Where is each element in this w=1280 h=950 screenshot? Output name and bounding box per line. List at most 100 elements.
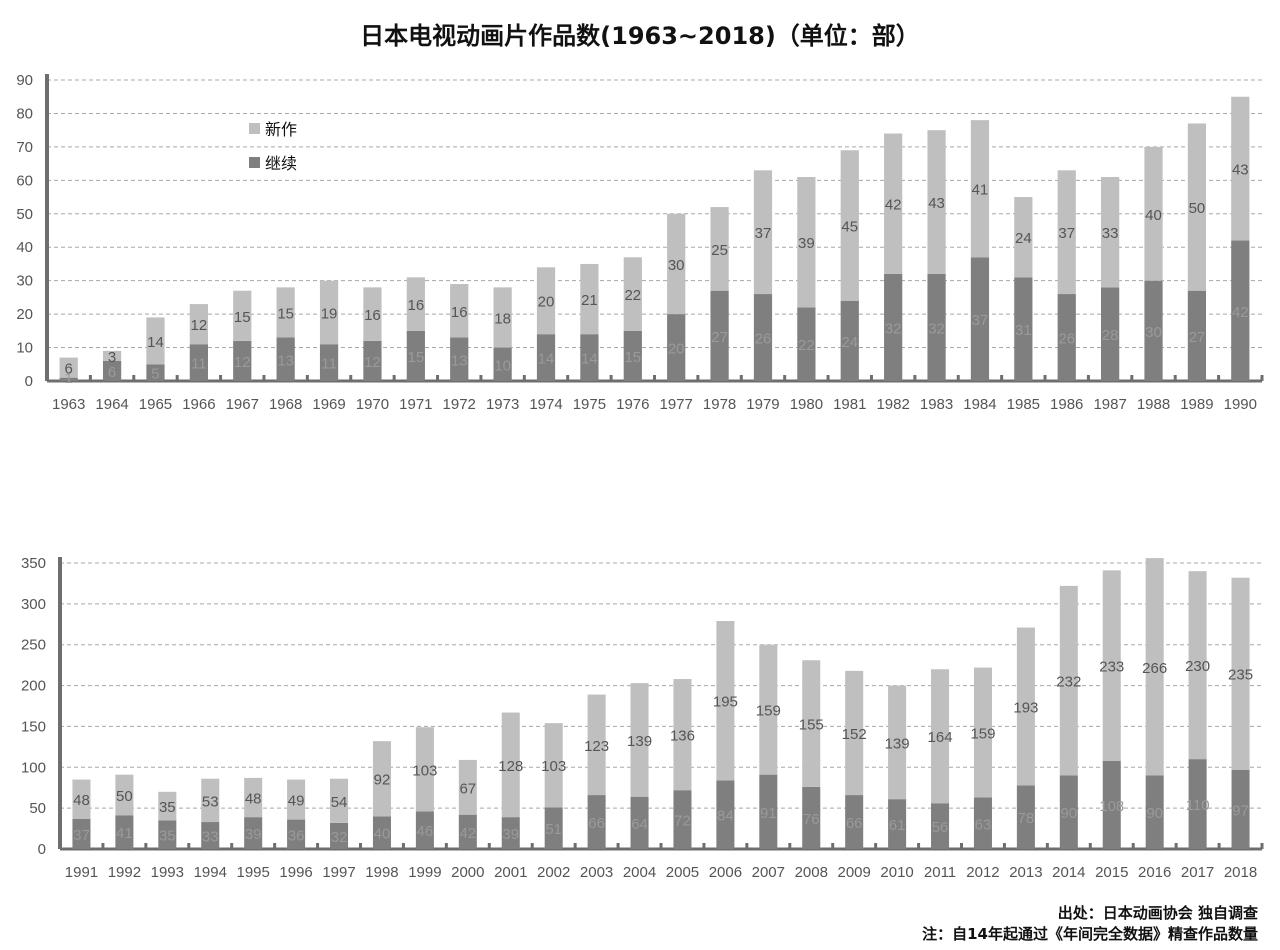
data-label-new: 54 xyxy=(331,794,348,811)
y-tick-label: 10 xyxy=(16,340,33,357)
y-tick-label: 200 xyxy=(21,678,46,695)
bar-continuing xyxy=(189,344,208,381)
bar-continuing xyxy=(330,822,349,849)
x-tick-label: 2009 xyxy=(837,864,870,881)
data-label-new: 159 xyxy=(970,726,995,743)
bar-new xyxy=(146,317,165,365)
bar-continuing xyxy=(72,818,91,849)
data-label-new: 12 xyxy=(191,317,208,334)
bar-continuing xyxy=(1187,290,1207,381)
x-tick-label: 1987 xyxy=(1093,396,1126,413)
bar-continuing xyxy=(1145,775,1164,849)
data-label-new: 25 xyxy=(711,242,728,259)
bar-new xyxy=(450,284,469,338)
x-tick-label: 1963 xyxy=(52,396,85,413)
data-label-continuing: 32 xyxy=(928,320,945,337)
bar-new xyxy=(544,723,563,808)
x-tick-label: 1993 xyxy=(151,864,184,881)
bar-new xyxy=(667,213,686,315)
data-label-new: 193 xyxy=(1013,699,1038,716)
data-label-continuing: 91 xyxy=(760,805,777,822)
data-label-continuing: 42 xyxy=(1232,304,1249,321)
y-tick-label: 30 xyxy=(16,273,33,290)
bar-continuing xyxy=(759,774,778,849)
data-label-continuing: 90 xyxy=(1060,805,1077,822)
data-label-new: 128 xyxy=(498,758,523,775)
x-tick-label: 2016 xyxy=(1138,864,1171,881)
bar-continuing xyxy=(450,337,469,381)
bar-new xyxy=(1144,146,1163,281)
bar-continuing xyxy=(580,334,599,381)
data-label-new: 16 xyxy=(364,307,381,324)
x-tick-label: 1992 xyxy=(108,864,141,881)
x-tick-label: 1981 xyxy=(833,396,866,413)
legend-swatch-new xyxy=(249,123,260,134)
data-label-continuing: 26 xyxy=(755,331,772,348)
bar-new xyxy=(797,176,816,308)
data-label-new: 232 xyxy=(1056,674,1081,691)
bar-continuing xyxy=(493,347,512,381)
bar-new xyxy=(888,685,907,800)
bar-new xyxy=(536,267,556,335)
y-tick-label: 40 xyxy=(16,239,33,256)
x-tick-label: 2005 xyxy=(666,864,699,881)
bar-new xyxy=(710,207,729,291)
data-label-continuing: 56 xyxy=(932,819,949,836)
bar-new xyxy=(580,263,599,335)
bar-continuing xyxy=(115,815,134,849)
x-tick-label: 1994 xyxy=(194,864,227,881)
x-tick-label: 2010 xyxy=(880,864,913,881)
bar-continuing xyxy=(363,340,382,381)
data-label-continuing: 46 xyxy=(417,823,434,840)
bar-continuing xyxy=(1144,280,1163,381)
data-label-new: 45 xyxy=(841,218,858,235)
data-label-new: 235 xyxy=(1228,667,1253,684)
bar-continuing xyxy=(587,795,606,849)
bar-new xyxy=(244,777,263,818)
bar-new xyxy=(845,670,864,796)
bar-new xyxy=(673,679,692,791)
legend-label-continuing: 继续 xyxy=(265,154,297,173)
bar-continuing xyxy=(802,786,821,849)
bar-new xyxy=(1145,558,1164,776)
data-label-new: 103 xyxy=(541,758,566,775)
y-tick-label: 50 xyxy=(29,800,46,817)
y-tick-label: 0 xyxy=(25,373,33,390)
x-tick-label: 2012 xyxy=(966,864,999,881)
legend-label-new: 新作 xyxy=(265,120,297,139)
bar-new xyxy=(587,694,606,796)
bar-new xyxy=(1231,96,1250,241)
bar-continuing xyxy=(102,360,122,381)
data-label-continuing: 12 xyxy=(364,354,381,371)
data-label-continuing: 51 xyxy=(545,821,562,838)
data-label-new: 103 xyxy=(412,762,437,779)
data-label-continuing: 63 xyxy=(975,816,992,833)
data-label-new: 14 xyxy=(147,334,164,351)
data-label-new: 6 xyxy=(65,361,73,378)
data-label-continuing: 35 xyxy=(159,828,176,845)
data-label-continuing: 108 xyxy=(1099,798,1124,815)
y-tick-label: 150 xyxy=(21,718,46,735)
bar-new xyxy=(201,778,220,823)
data-label-new: 24 xyxy=(1015,230,1032,247)
data-label-new: 152 xyxy=(842,726,867,743)
x-tick-label: 2013 xyxy=(1009,864,1042,881)
bar-new xyxy=(927,130,946,274)
x-tick-label: 1983 xyxy=(920,396,953,413)
bar-continuing xyxy=(406,330,425,381)
bar-new xyxy=(102,350,122,361)
data-label-new: 20 xyxy=(538,294,555,311)
bar-continuing xyxy=(1059,775,1078,849)
x-tick-label: 2018 xyxy=(1224,864,1257,881)
bar-new xyxy=(1187,123,1207,291)
x-tick-label: 1990 xyxy=(1224,396,1257,413)
data-label-new: 164 xyxy=(928,729,953,746)
data-label-continuing: 27 xyxy=(711,329,728,346)
x-tick-label: 1971 xyxy=(399,396,432,413)
data-label-continuing: 42 xyxy=(459,825,476,842)
bar-continuing xyxy=(623,330,642,381)
bar-new xyxy=(716,621,735,781)
x-tick-label: 1970 xyxy=(356,396,389,413)
data-label-continuing: 40 xyxy=(374,826,391,843)
